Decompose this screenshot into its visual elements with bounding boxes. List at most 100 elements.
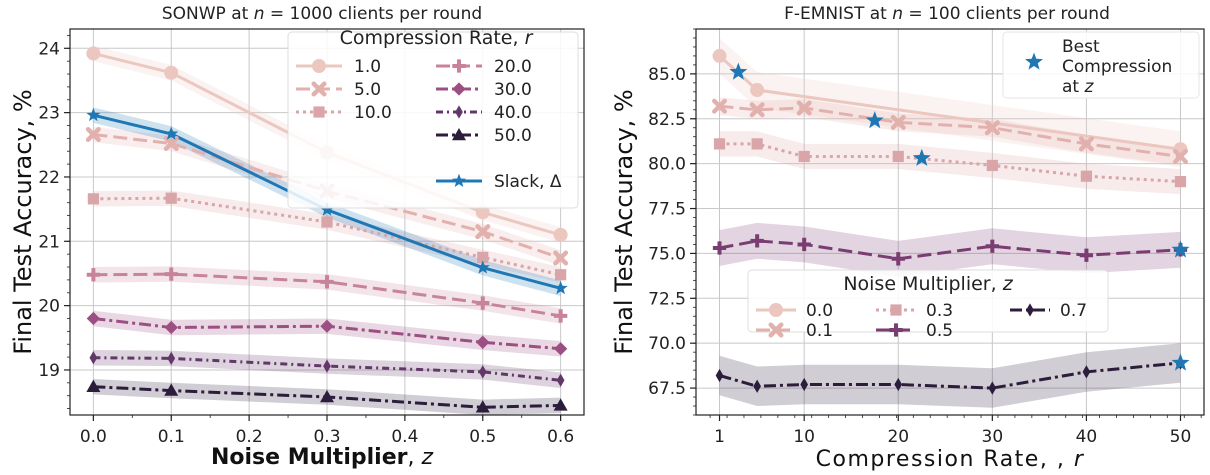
x-tick-label: 40 [1076,427,1098,447]
best-point [1171,240,1190,258]
point-0.5 [750,234,764,248]
legend-marker-Slack, Δ [452,173,466,187]
x-tick-labels: 1 10 20 30 40 50 [714,427,1191,447]
band-Slack, Δ [93,107,561,296]
point-5.0 [553,250,569,266]
point-10.0 [321,216,333,228]
point-0.3 [713,138,726,150]
x-tick-label: 10 [793,427,815,447]
x-tick-label: 0.0 [80,427,107,447]
legend-label: 20.0 [494,57,532,77]
point-30.0 [476,335,490,349]
point-Slack, Δ [475,260,490,274]
legend-label: 40.0 [494,103,532,123]
y-tick-label: 20 [38,297,60,317]
point-50.0 [164,383,179,396]
band-0.7 [719,343,1181,408]
point-40.0 [89,351,98,365]
legend: Compression Rate, r 1.0 5.0 10.0 20.0 30.0 40… [287,27,579,209]
y-tick-label: 19 [38,361,60,381]
x-tick-label: 20 [887,427,909,447]
point-20.0 [320,275,334,289]
point-50.0 [86,379,101,392]
legend-marker-20.0 [452,59,466,73]
y-tick-label: 67.5 [648,379,686,399]
point-1.0 [475,205,490,220]
legend-label: 0.7 [1060,301,1087,321]
point-10.0 [477,251,489,263]
y-tick-label: 22 [38,168,60,188]
point-0.7 [800,377,809,392]
y-axis-label: Final Test Accuracy, % [9,89,37,354]
point-10.0 [87,193,99,205]
point-40.0 [556,373,565,387]
chart-title: SONWP at n = 1000 clients per round [162,4,482,24]
tick-marks [690,28,1202,421]
point-40.0 [323,359,331,373]
y-tick-label: 70.0 [648,334,686,354]
legend-marker-5.0 [311,81,327,97]
legend-title: Noise Multiplier, z [843,273,1013,295]
star-icon [1025,52,1043,70]
legend-label: 50.0 [494,126,532,146]
tick-marks [64,35,562,421]
point-0.5 [1079,248,1094,262]
y-tick-label: 77.5 [648,200,686,220]
legend-box [1002,31,1200,99]
x-tick-label: 1 [714,427,725,447]
point-0.3 [798,150,810,163]
point-1.0 [164,65,179,80]
best-point [729,62,748,80]
legend-title: Compression Rate, r [340,27,534,49]
legend-marker-0.0 [769,303,783,317]
point-0.5 [712,241,727,255]
legend-marker-0.7 [1026,303,1034,317]
x-tick-label: 0.6 [547,427,574,447]
legend-marker-50.0 [452,128,466,141]
x-axis-label: Noise Multiplier, z [211,445,434,470]
point-1.0 [553,227,568,242]
y-tick-label: 75.0 [648,244,686,264]
legend-marker-40.0 [455,105,463,119]
legend-label: 0.5 [926,321,953,341]
point-0.7 [753,379,761,393]
best-compression-legend: Best Compression at z [1002,31,1200,99]
y-tick-label: 21 [38,232,60,252]
point-20.0 [553,309,568,323]
point-0.0 [712,48,727,63]
point-0.7 [988,381,997,395]
point-1.0 [86,46,101,61]
point-0.7 [894,377,903,392]
legend-marker-10.0 [313,106,325,118]
y-tick-label: 82.5 [648,110,686,130]
point-0.3 [751,138,763,150]
chart-femnist: F-EMNIST at n = 100 clients per round 67… [610,4,1205,472]
plot-frame [695,28,1205,416]
point-0.3 [1174,176,1187,188]
x-tick-label: 0.2 [236,427,263,447]
best-point [865,111,884,129]
point-5.0 [85,127,101,143]
best-point [912,148,931,166]
y-tick-label: 23 [38,104,60,124]
legend-label: 0.0 [806,301,833,321]
x-tick-label: 0.1 [158,427,185,447]
point-40.0 [478,365,487,379]
point-0.0 [750,83,765,98]
point-10.0 [165,192,177,204]
y-tick-labels: 67.5 70.0 72.5 75.0 77.5 80.0 82.5 85.0 [648,65,686,399]
point-0.5 [985,239,999,253]
y-axis-label: Final Test Accuracy, % [610,89,638,354]
legend-box [287,31,579,209]
point-40.0 [167,351,176,366]
point-0.1 [712,98,728,114]
best-compression-markers [729,62,1190,371]
point-0.5 [797,237,811,252]
legend-marker-0.3 [890,304,902,316]
point-30.0 [553,342,568,356]
y-tick-labels: 19 20 21 22 23 24 [38,39,60,381]
y-tick-label: 85.0 [648,65,686,85]
point-0.1 [890,114,906,130]
legend-marker-30.0 [452,82,466,96]
legend-box [747,269,1109,333]
